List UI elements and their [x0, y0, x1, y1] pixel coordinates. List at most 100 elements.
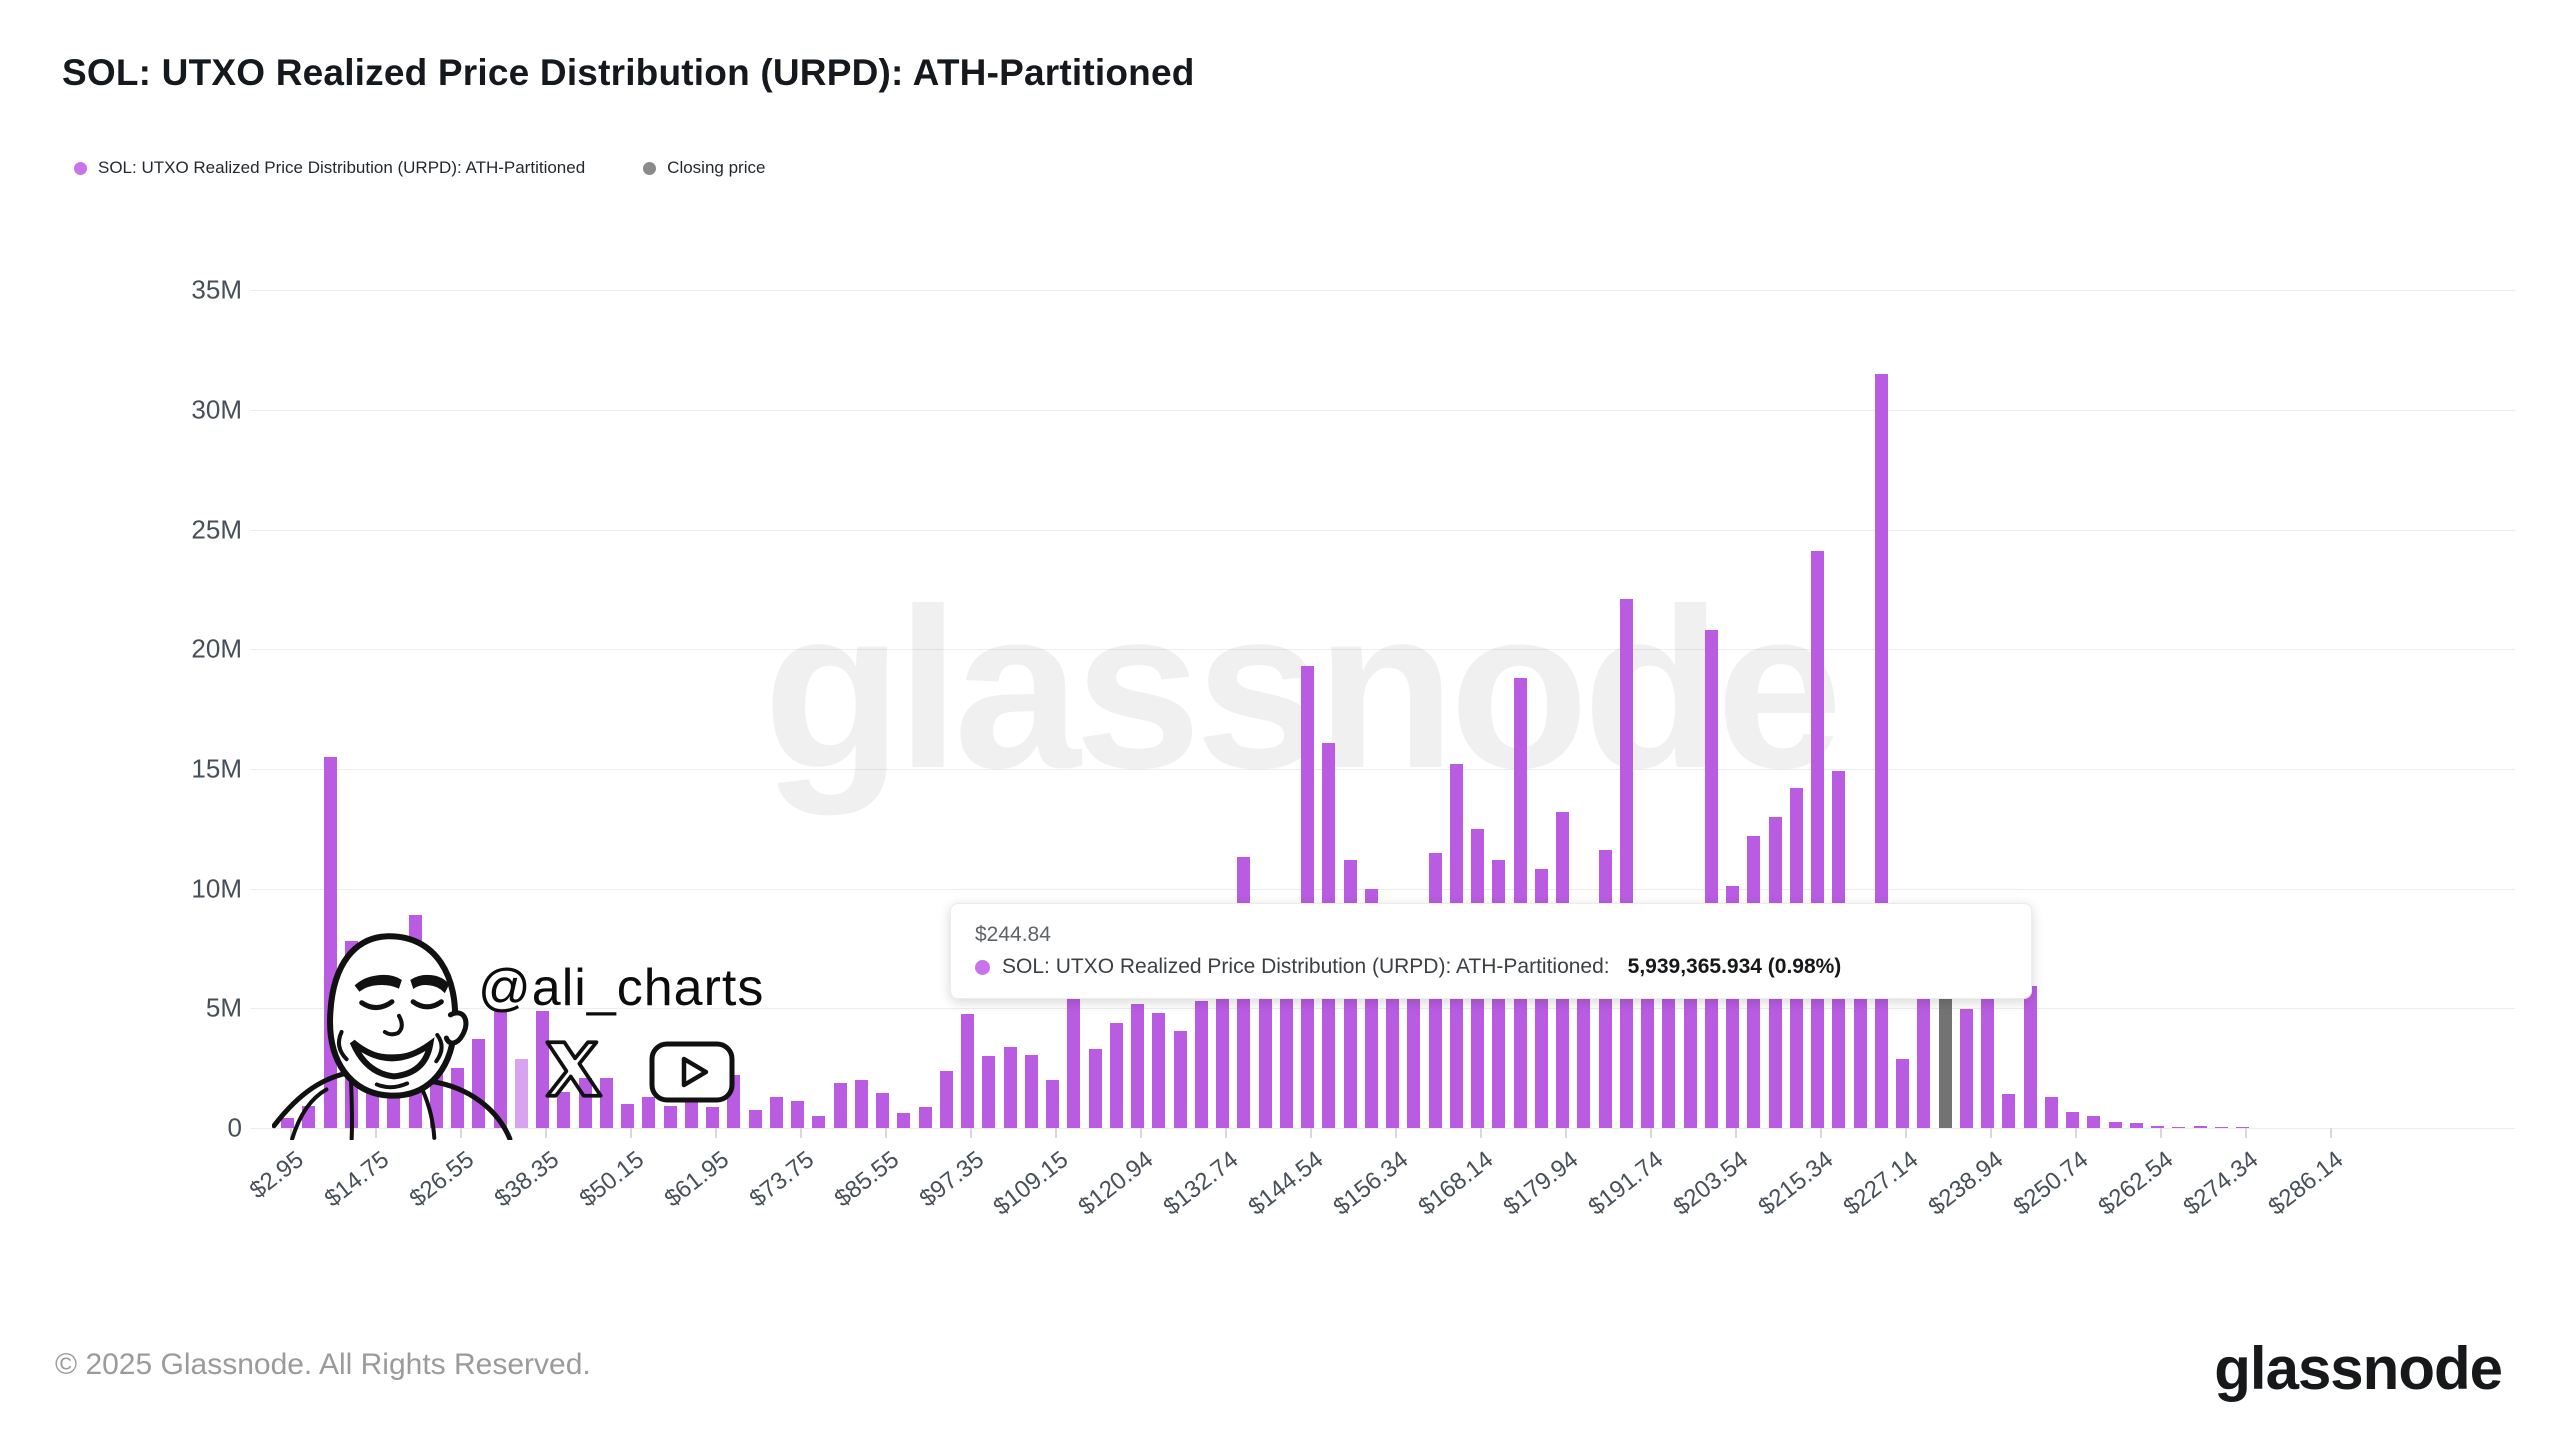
y-axis-tick-label: 0 [122, 1113, 242, 1144]
bar[interactable] [1875, 374, 1888, 1128]
x-axis-tick [1140, 1128, 1142, 1138]
bar[interactable] [1152, 1013, 1165, 1128]
x-axis-tick [2160, 1128, 2162, 1138]
bar[interactable] [1811, 551, 1824, 1128]
bar[interactable] [855, 1080, 868, 1128]
x-axis-tick-label: $14.75 [319, 1146, 394, 1213]
x-axis-tick-label: $26.55 [404, 1146, 479, 1213]
x-axis-tick [1055, 1128, 1057, 1138]
bar[interactable] [621, 1104, 634, 1128]
tooltip-series-value: 5,939,365.934 (0.98%) [1628, 955, 1842, 979]
glassnode-logo: glassnode [2214, 1334, 2502, 1403]
bar[interactable] [1981, 977, 1994, 1128]
bar[interactable] [2151, 1126, 2164, 1128]
x-axis-tick-label: $238.94 [1924, 1146, 2010, 1221]
bar[interactable] [876, 1093, 889, 1128]
bar[interactable] [2002, 1094, 2015, 1128]
bar[interactable] [2172, 1127, 2185, 1128]
bar[interactable] [1259, 980, 1272, 1128]
y-axis-tick-label: 30M [122, 394, 242, 425]
bar[interactable] [770, 1097, 783, 1128]
bar[interactable] [791, 1101, 804, 1128]
x-axis-tick-label: $61.95 [659, 1146, 734, 1213]
x-axis-tick [1395, 1128, 1397, 1138]
bar[interactable] [706, 1107, 719, 1128]
bar[interactable] [1110, 1023, 1123, 1128]
bar[interactable] [749, 1110, 762, 1128]
tooltip-price: $244.84 [975, 923, 2007, 947]
x-axis-tick [1820, 1128, 1822, 1138]
closing-price-bar[interactable] [1939, 984, 1952, 1128]
x-axis-tick-label: $250.74 [2009, 1146, 2095, 1221]
bar[interactable] [1004, 1047, 1017, 1128]
x-axis-tick [1735, 1128, 1737, 1138]
bar[interactable] [1195, 1001, 1208, 1128]
x-axis-tick [1905, 1128, 1907, 1138]
y-gridline [250, 410, 2515, 411]
tooltip-series-dot-icon [975, 960, 990, 975]
tooltip-series-label: SOL: UTXO Realized Price Distribution (U… [1002, 955, 1610, 979]
y-axis-tick-label: 20M [122, 634, 242, 665]
x-axis-tick [1480, 1128, 1482, 1138]
x-axis-tick [1225, 1128, 1227, 1138]
x-axis-tick-label: $85.55 [829, 1146, 904, 1213]
x-axis-tick [545, 1128, 547, 1138]
bar[interactable] [1620, 599, 1633, 1128]
bar[interactable] [1960, 1009, 1973, 1128]
y-gridline [250, 889, 2515, 890]
bar[interactable] [1025, 1055, 1038, 1128]
x-axis-tick [715, 1128, 717, 1138]
bar[interactable] [2130, 1123, 2143, 1128]
x-axis-tick-label: $156.34 [1329, 1146, 1415, 1221]
x-axis-tick-label: $120.94 [1074, 1146, 1160, 1221]
hovered-bar[interactable] [2024, 986, 2037, 1128]
x-axis-tick-label: $179.94 [1499, 1146, 1585, 1221]
bar[interactable] [2236, 1127, 2249, 1128]
bar[interactable] [2109, 1122, 2122, 1128]
x-axis-tick-label: $262.54 [2094, 1146, 2180, 1221]
bar[interactable] [1046, 1080, 1059, 1128]
bar[interactable] [2087, 1116, 2100, 1128]
bar[interactable] [982, 1056, 995, 1128]
x-axis-tick-label: $203.54 [1669, 1146, 1755, 1221]
bar[interactable] [1301, 666, 1314, 1128]
y-gridline [250, 530, 2515, 531]
bar[interactable] [1089, 1049, 1102, 1128]
glassnode-watermark: glassnode [763, 559, 1837, 820]
x-axis-tick [2245, 1128, 2247, 1138]
x-axis-tick-label: $50.15 [574, 1146, 649, 1213]
chart-tooltip: $244.84 SOL: UTXO Realized Price Distrib… [950, 903, 2032, 999]
bar[interactable] [940, 1071, 953, 1128]
x-axis-tick-label: $215.34 [1754, 1146, 1840, 1221]
smiling-face-sketch [272, 922, 524, 1140]
bar[interactable] [664, 1106, 677, 1128]
x-axis-tick [2330, 1128, 2332, 1138]
bar[interactable] [897, 1113, 910, 1128]
bar[interactable] [1705, 630, 1718, 1128]
x-axis-tick [1990, 1128, 1992, 1138]
bar[interactable] [919, 1107, 932, 1128]
bar[interactable] [1896, 1059, 1909, 1128]
y-axis-tick-label: 15M [122, 753, 242, 784]
x-axis-tick [970, 1128, 972, 1138]
bar[interactable] [1174, 1031, 1187, 1128]
bar[interactable] [2045, 1097, 2058, 1128]
footer-copyright: © 2025 Glassnode. All Rights Reserved. [55, 1348, 591, 1382]
x-axis-tick-label: $38.35 [489, 1146, 564, 1213]
ali-charts-handle: @ali_charts [478, 958, 764, 1018]
bar[interactable] [1131, 1004, 1144, 1128]
youtube-logo-icon [648, 1040, 736, 1104]
x-axis-tick-label: $97.35 [914, 1146, 989, 1213]
y-gridline [250, 290, 2515, 291]
bar[interactable] [812, 1116, 825, 1128]
bar[interactable] [1216, 996, 1229, 1128]
bar[interactable] [2215, 1127, 2228, 1128]
x-axis-tick-label: $227.14 [1839, 1146, 1925, 1221]
bar[interactable] [2066, 1112, 2079, 1128]
bar[interactable] [2194, 1126, 2207, 1128]
x-axis-tick-label: $109.15 [989, 1146, 1075, 1221]
bar[interactable] [961, 1014, 974, 1128]
tooltip-series-row: SOL: UTXO Realized Price Distribution (U… [975, 955, 2007, 979]
bar[interactable] [834, 1083, 847, 1128]
x-axis-tick [800, 1128, 802, 1138]
